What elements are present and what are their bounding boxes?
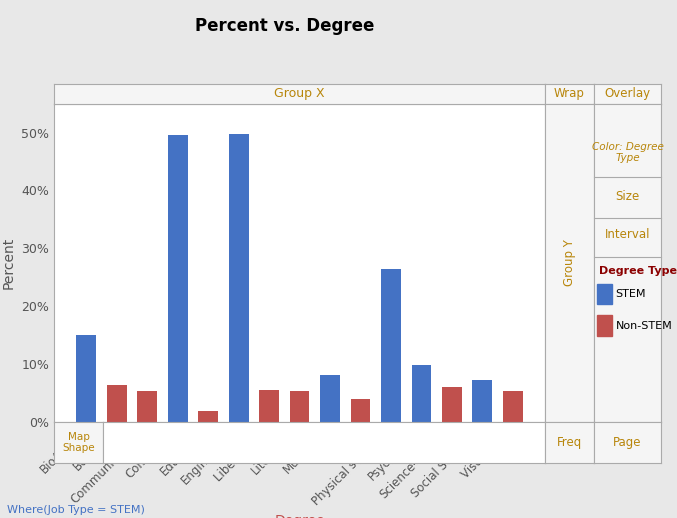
Bar: [77, 335, 96, 422]
Text: Freq: Freq: [556, 436, 582, 449]
Text: Overlay: Overlay: [605, 87, 651, 100]
Bar: [351, 399, 370, 422]
Bar: [168, 135, 188, 422]
Text: Group Y: Group Y: [563, 239, 576, 286]
Y-axis label: Percent: Percent: [2, 237, 16, 289]
X-axis label: Degree: Degree: [274, 514, 325, 518]
Text: Non-STEM: Non-STEM: [615, 321, 672, 331]
Bar: [198, 411, 218, 422]
Text: Color: Degree
Type: Color: Degree Type: [592, 142, 663, 163]
Bar: [229, 134, 248, 422]
Bar: [412, 365, 431, 422]
Text: Interval: Interval: [605, 228, 651, 241]
Bar: [381, 269, 401, 422]
Bar: [503, 392, 523, 422]
Text: Page: Page: [613, 436, 642, 449]
Bar: [290, 392, 309, 422]
Bar: [442, 387, 462, 422]
Text: Map
Shape: Map Shape: [62, 431, 95, 453]
Bar: [320, 375, 340, 422]
Text: Where(Job Type = STEM): Where(Job Type = STEM): [7, 506, 145, 515]
Text: Group X: Group X: [274, 87, 325, 100]
Bar: [473, 380, 492, 422]
Text: Size: Size: [615, 190, 640, 203]
Text: Degree Type: Degree Type: [599, 266, 677, 276]
Text: STEM: STEM: [615, 289, 646, 299]
Bar: [259, 390, 279, 422]
Bar: [107, 384, 127, 422]
Text: Wrap: Wrap: [554, 87, 585, 100]
Text: Percent vs. Degree: Percent vs. Degree: [195, 17, 374, 35]
Bar: [137, 392, 157, 422]
